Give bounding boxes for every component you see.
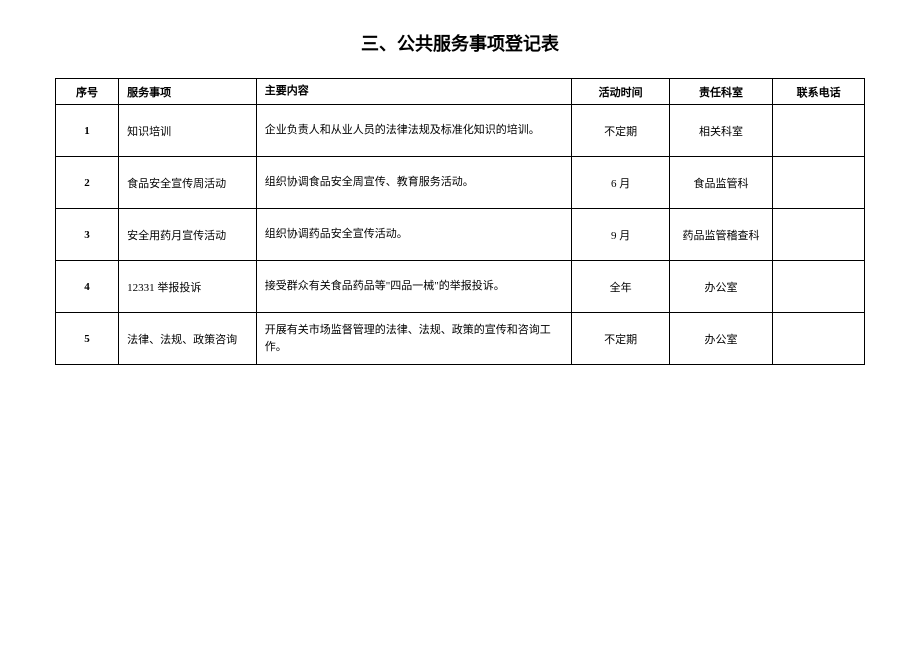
cell-seq: 1	[56, 105, 119, 157]
cell-content: 组织协调食品安全周宣传、教育服务活动。	[256, 157, 572, 209]
table-row: 4 12331 举报投诉 接受群众有关食品药品等"四品一械"的举报投诉。 全年 …	[56, 261, 865, 313]
cell-seq: 5	[56, 313, 119, 365]
table-row: 3 安全用药月宣传活动 组织协调药品安全宣传活动。 9 月 药品监管稽查科	[56, 209, 865, 261]
cell-service: 食品安全宣传周活动	[119, 157, 257, 209]
cell-service: 知识培训	[119, 105, 257, 157]
service-registration-table: 序号 服务事项 主要内容 活动时间 责任科室 联系电话 1 知识培训 企业负责人…	[55, 78, 865, 365]
cell-seq: 4	[56, 261, 119, 313]
cell-service: 12331 举报投诉	[119, 261, 257, 313]
cell-phone	[773, 209, 865, 261]
cell-time: 不定期	[572, 313, 670, 365]
header-dept: 责任科室	[669, 79, 772, 105]
cell-service: 安全用药月宣传活动	[119, 209, 257, 261]
page-title: 三、公共服务事项登记表	[55, 30, 865, 56]
cell-phone	[773, 157, 865, 209]
cell-dept: 药品监管稽查科	[669, 209, 772, 261]
header-service: 服务事项	[119, 79, 257, 105]
header-content: 主要内容	[256, 79, 572, 105]
table-row: 1 知识培训 企业负责人和从业人员的法律法规及标准化知识的培训。 不定期 相关科…	[56, 105, 865, 157]
header-seq: 序号	[56, 79, 119, 105]
header-time: 活动时间	[572, 79, 670, 105]
cell-dept: 食品监管科	[669, 157, 772, 209]
cell-dept: 办公室	[669, 261, 772, 313]
cell-dept: 相关科室	[669, 105, 772, 157]
table-row: 2 食品安全宣传周活动 组织协调食品安全周宣传、教育服务活动。 6 月 食品监管…	[56, 157, 865, 209]
cell-content: 接受群众有关食品药品等"四品一械"的举报投诉。	[256, 261, 572, 313]
table-row: 5 法律、法规、政策咨询 开展有关市场监督管理的法律、法规、政策的宣传和咨询工作…	[56, 313, 865, 365]
cell-phone	[773, 313, 865, 365]
cell-seq: 3	[56, 209, 119, 261]
cell-content: 组织协调药品安全宣传活动。	[256, 209, 572, 261]
cell-phone	[773, 105, 865, 157]
cell-service: 法律、法规、政策咨询	[119, 313, 257, 365]
cell-time: 9 月	[572, 209, 670, 261]
cell-seq: 2	[56, 157, 119, 209]
cell-time: 6 月	[572, 157, 670, 209]
cell-time: 不定期	[572, 105, 670, 157]
cell-time: 全年	[572, 261, 670, 313]
table-header-row: 序号 服务事项 主要内容 活动时间 责任科室 联系电话	[56, 79, 865, 105]
header-phone: 联系电话	[773, 79, 865, 105]
cell-dept: 办公室	[669, 313, 772, 365]
cell-phone	[773, 261, 865, 313]
cell-content: 企业负责人和从业人员的法律法规及标准化知识的培训。	[256, 105, 572, 157]
cell-content: 开展有关市场监督管理的法律、法规、政策的宣传和咨询工作。	[256, 313, 572, 365]
